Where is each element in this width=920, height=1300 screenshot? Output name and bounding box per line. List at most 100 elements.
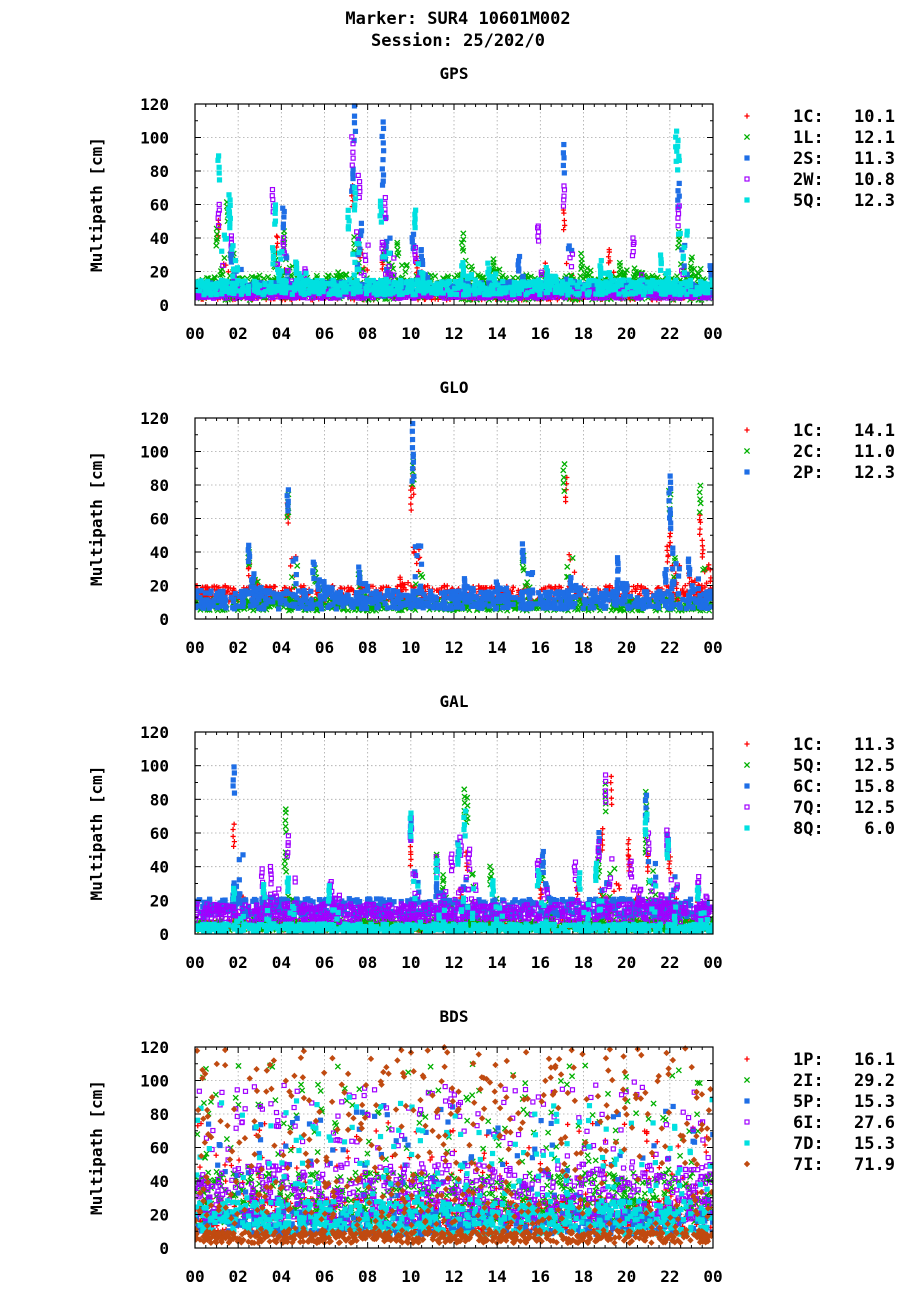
legend-entry-1p: 1P: 16.1 xyxy=(744,1050,895,1070)
series-7i xyxy=(195,1044,713,1247)
x-tick-label: 16 xyxy=(531,324,550,343)
axis-ticks: 00 02 04 06 08 10 12 14 16 18 20 22 0002040608010012… xyxy=(140,723,723,972)
x-tick-label: 14 xyxy=(488,1267,507,1286)
x-tick-label: 14 xyxy=(488,324,507,343)
x-tick-label: 20 xyxy=(617,324,636,343)
legend-entry-2s: 2S: 11.3 xyxy=(744,149,895,169)
x-tick-label: 16 xyxy=(531,638,550,657)
series-8q xyxy=(195,808,713,934)
legend-entry-1c: 1C: 11.3 xyxy=(744,735,895,755)
y-tick-label: 100 xyxy=(140,1072,169,1091)
x-tick-label: 10 xyxy=(401,953,420,972)
x-tick-label: 20 xyxy=(617,1267,636,1286)
y-tick-label: 80 xyxy=(150,162,169,181)
legend: 1C: 10.1 1L: 12.1 2S: 11.3 2W: 10.8 5Q: 12.3 xyxy=(743,107,895,211)
x-tick-label: 22 xyxy=(660,953,679,972)
y-tick-label: 20 xyxy=(150,263,169,282)
x-tick-label: 02 xyxy=(229,324,248,343)
x-tick-label: 00 xyxy=(185,953,204,972)
x-tick-label: 12 xyxy=(444,953,463,972)
legend-value: 71.9 xyxy=(854,1155,895,1175)
legend: 1C: 14.1 2C: 11.0 2P: 12.3 xyxy=(743,421,895,483)
legend-label: 2S: xyxy=(793,149,824,169)
x-tick-label: 18 xyxy=(574,1267,593,1286)
x-tick-label: 00 xyxy=(185,638,204,657)
y-tick-label: 120 xyxy=(140,723,169,742)
y-tick-label: 80 xyxy=(150,1105,169,1124)
legend: 1P: 16.1 2I: 29.2 5P: 15.3 6I: 27.6 7D: 15.3 7I: 71… xyxy=(743,1050,895,1175)
data-points xyxy=(195,1044,713,1247)
data-points xyxy=(195,764,713,934)
x-tick-label: 14 xyxy=(488,638,507,657)
legend-label: 8Q: xyxy=(793,819,824,839)
y-tick-label: 120 xyxy=(140,1038,169,1057)
legend-value: 15.8 xyxy=(854,777,895,797)
x-tick-label: 16 xyxy=(531,953,550,972)
legend-entry-7i: 7I: 71.9 xyxy=(743,1155,895,1175)
y-axis-label: Multipath [cm] xyxy=(87,137,106,272)
legend-label: 6I: xyxy=(793,1113,824,1133)
y-tick-label: 40 xyxy=(150,229,169,248)
y-axis-label: Multipath [cm] xyxy=(87,451,106,586)
legend-value: 12.5 xyxy=(854,756,895,776)
x-tick-label: 16 xyxy=(531,1267,550,1286)
axis-ticks: 00 02 04 06 08 10 12 14 16 18 20 22 0002040608010012… xyxy=(140,409,723,657)
y-tick-label: 60 xyxy=(150,1139,169,1158)
x-tick-label: 02 xyxy=(229,953,248,972)
y-tick-label: 0 xyxy=(159,296,169,315)
legend-entry-7q: 7Q: 12.5 xyxy=(744,798,895,818)
session-title: Session: 25/202/0 xyxy=(371,31,545,51)
series-5q xyxy=(195,128,713,298)
x-tick-label: 04 xyxy=(272,1267,291,1286)
legend-entry-1l: 1L: 12.1 xyxy=(743,128,895,148)
y-tick-label: 20 xyxy=(150,1206,169,1225)
x-tick-label: 18 xyxy=(574,638,593,657)
x-tick-label: 08 xyxy=(358,638,377,657)
series-7d xyxy=(195,1094,713,1237)
legend-label: 1P: xyxy=(793,1050,824,1070)
grid xyxy=(195,104,713,305)
legend-value: 6.0 xyxy=(864,819,895,839)
x-tick-label: 18 xyxy=(574,953,593,972)
x-tick-label: 00 xyxy=(185,1267,204,1286)
y-tick-label: 100 xyxy=(140,129,169,148)
y-tick-label: 80 xyxy=(150,790,169,809)
y-tick-label: 0 xyxy=(159,610,169,629)
y-tick-label: 0 xyxy=(159,1239,169,1258)
legend-label: 1L: xyxy=(793,128,824,148)
legend-value: 29.2 xyxy=(854,1071,895,1091)
x-tick-label: 10 xyxy=(401,324,420,343)
y-tick-label: 100 xyxy=(140,443,169,462)
grid xyxy=(195,418,713,619)
y-axis-label: Multipath [cm] xyxy=(87,766,106,901)
axis-ticks: 00 02 04 06 08 10 12 14 16 18 20 22 0002040608010012… xyxy=(140,95,723,343)
legend-entry-5q: 5Q: 12.3 xyxy=(744,191,895,211)
panel-title: GLO xyxy=(440,378,469,397)
legend-entry-6c: 6C: 15.8 xyxy=(744,777,895,797)
y-tick-label: 40 xyxy=(150,1172,169,1191)
legend-label: 5Q: xyxy=(793,756,824,776)
y-tick-label: 40 xyxy=(150,543,169,562)
data-points xyxy=(195,103,713,303)
y-tick-label: 60 xyxy=(150,824,169,843)
y-axis-label: Multipath [cm] xyxy=(87,1080,106,1215)
legend-value: 10.1 xyxy=(854,107,895,127)
x-tick-label: 06 xyxy=(315,953,334,972)
legend-value: 27.6 xyxy=(854,1113,895,1133)
x-tick-label: 04 xyxy=(272,953,291,972)
x-tick-label: 00 xyxy=(703,1267,722,1286)
axis-ticks: 00 02 04 06 08 10 12 14 16 18 20 22 0002040608010012… xyxy=(140,1038,723,1286)
x-tick-label: 12 xyxy=(444,324,463,343)
legend-entry-2c: 2C: 11.0 xyxy=(743,442,895,462)
legend-value: 12.5 xyxy=(854,798,895,818)
y-tick-label: 0 xyxy=(159,925,169,944)
legend-label: 5Q: xyxy=(793,191,824,211)
legend-label: 2I: xyxy=(793,1071,824,1091)
x-tick-label: 02 xyxy=(229,638,248,657)
series-2p xyxy=(195,420,713,612)
